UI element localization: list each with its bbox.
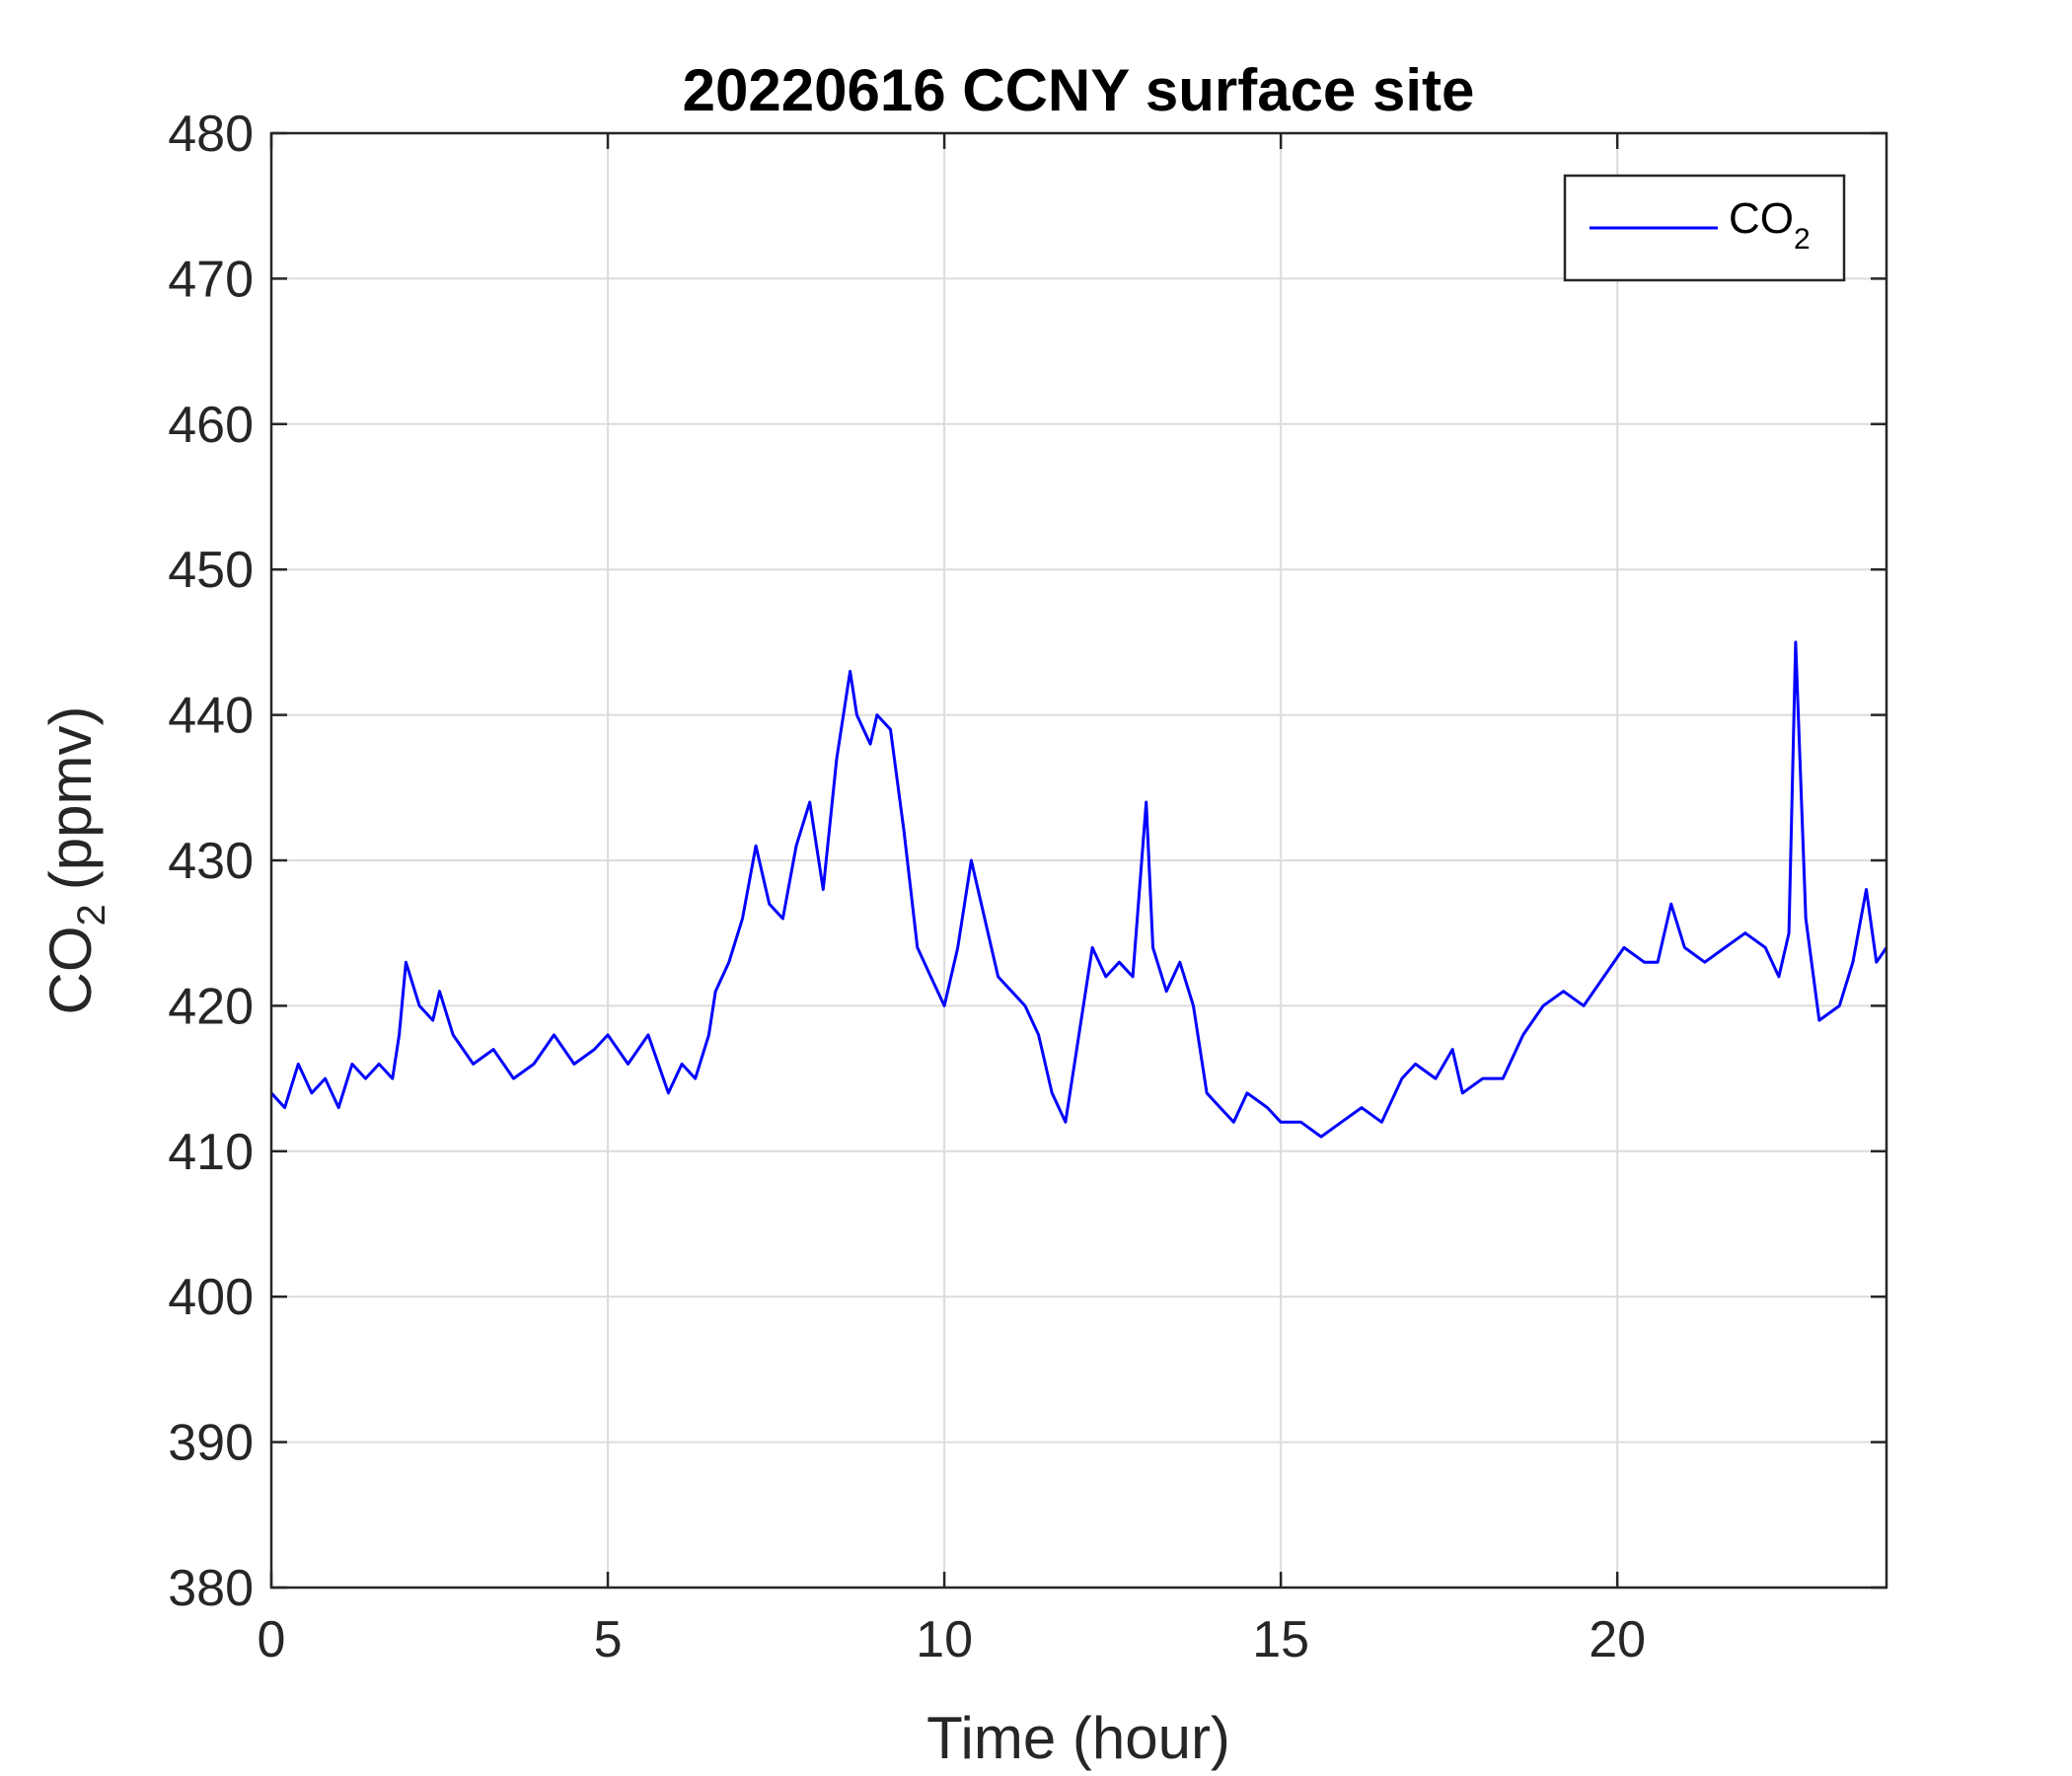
y-tick-label: 380	[168, 1560, 254, 1617]
y-tick-label: 430	[168, 833, 254, 890]
y-tick-label: 420	[168, 978, 254, 1035]
y-axis-label-units: (ppmv)	[37, 706, 104, 891]
series-layer	[269, 640, 1888, 1139]
y-tick-label: 480	[168, 106, 254, 163]
y-tick-label: 440	[168, 688, 254, 745]
y-tick-labels: 380 390 400 410 420 430 440 450 460 470 480	[168, 106, 254, 1617]
y-axis-label-subscript: 2	[70, 904, 113, 925]
chart-title: 20220616 CCNY surface site	[683, 57, 1475, 123]
y-tick-label: 400	[168, 1269, 254, 1326]
series-line-co2	[269, 640, 1888, 1139]
legend-label-main: CO	[1729, 194, 1794, 243]
y-axis-label-main: CO	[37, 925, 104, 1014]
y-tick-label: 460	[168, 397, 254, 454]
x-tick-label: 5	[594, 1611, 623, 1668]
tick-marks	[269, 131, 1887, 1590]
x-axis-label: Time (hour)	[926, 1705, 1230, 1771]
y-tick-label: 410	[168, 1124, 254, 1181]
y-tick-label: 390	[168, 1415, 254, 1472]
y-tick-label: 470	[168, 251, 254, 308]
x-tick-label: 10	[916, 1611, 973, 1668]
legend-label-subscript: 2	[1794, 223, 1811, 256]
x-tick-labels: 0 5 10 15 20	[258, 1611, 1647, 1668]
grid-lines	[271, 133, 1887, 1588]
x-tick-label: 0	[258, 1611, 286, 1668]
legend-label: CO2	[1729, 194, 1811, 256]
x-tick-label: 20	[1589, 1611, 1646, 1668]
x-tick-label: 15	[1252, 1611, 1309, 1668]
legend: CO2	[1563, 174, 1846, 282]
y-tick-label: 450	[168, 542, 254, 599]
y-axis-label: CO2 (ppmv)	[37, 706, 113, 1015]
